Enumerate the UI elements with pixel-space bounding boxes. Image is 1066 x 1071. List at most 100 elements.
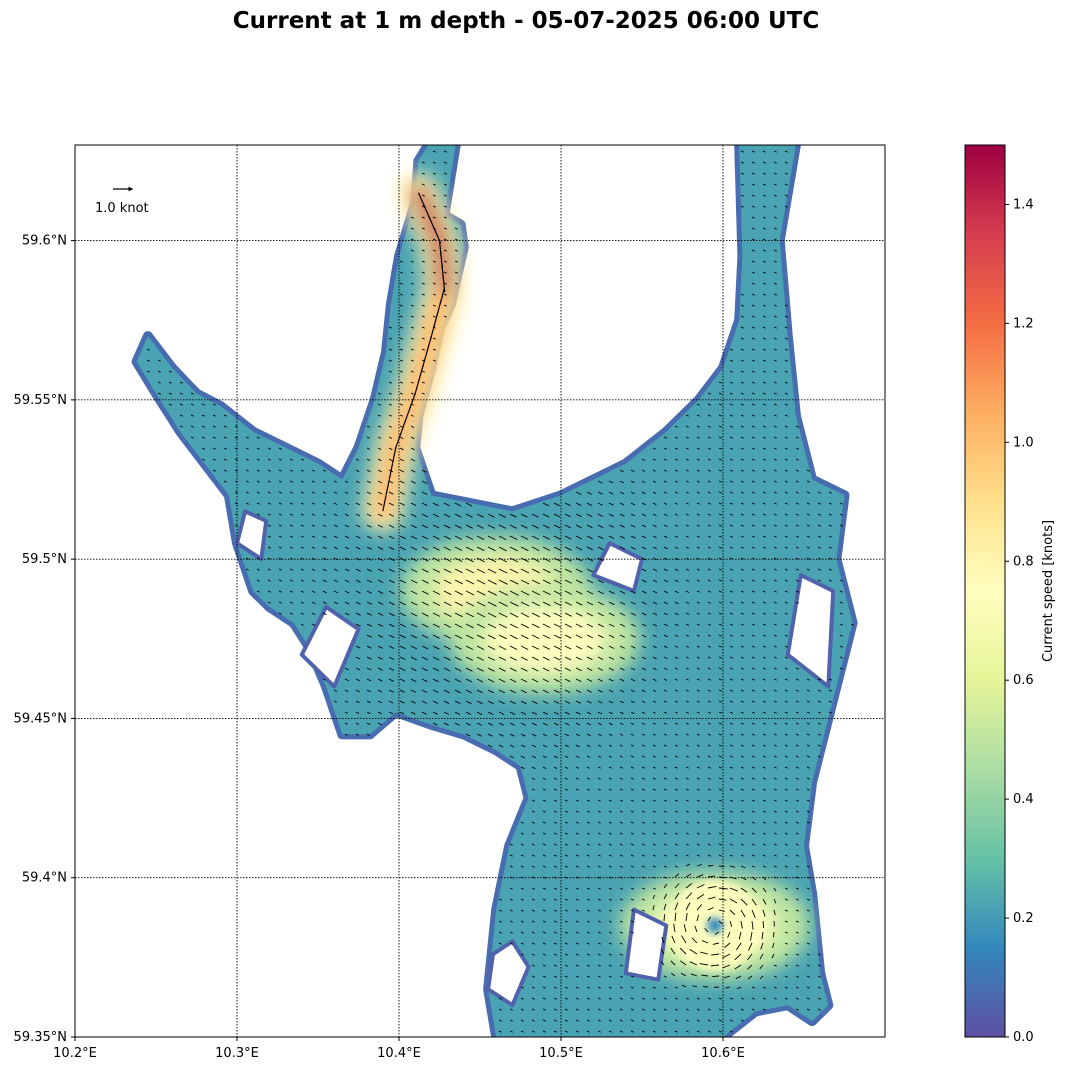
- current-arrow: [670, 960, 676, 966]
- current-arrow: [608, 623, 615, 628]
- current-arrow: [674, 766, 678, 769]
- current-arrow: [795, 447, 799, 450]
- current-arrow: [487, 656, 496, 661]
- current-arrow: [421, 645, 429, 650]
- current-arrow: [839, 513, 843, 516]
- current-arrow: [641, 1019, 645, 1022]
- current-arrow: [157, 359, 161, 362]
- current-arrow: [575, 711, 581, 715]
- current-arrow: [751, 447, 755, 450]
- current-arrow: [806, 546, 810, 549]
- colorbar-tick-label: 0.8: [1013, 554, 1034, 569]
- current-arrow: [740, 590, 744, 593]
- current-arrow: [740, 403, 744, 406]
- current-arrow: [839, 667, 843, 670]
- current-arrow: [586, 656, 593, 661]
- current-arrow: [718, 414, 722, 417]
- current-arrow: [344, 491, 349, 495]
- current-arrow: [762, 920, 765, 929]
- current-arrow: [685, 863, 691, 867]
- current-arrow: [586, 513, 593, 518]
- current-arrow: [652, 766, 656, 769]
- current-arrow: [201, 436, 205, 439]
- current-arrow: [421, 227, 425, 230]
- jet-arrow: [394, 433, 402, 450]
- current-arrow: [542, 898, 546, 901]
- current-arrow: [652, 678, 657, 682]
- current-arrow: [729, 799, 733, 802]
- current-arrow: [663, 513, 668, 517]
- current-arrow: [498, 557, 508, 563]
- current-arrow: [685, 535, 690, 538]
- current-arrow: [575, 810, 579, 813]
- current-arrow: [608, 700, 614, 704]
- current-arrow: [740, 722, 744, 725]
- current-arrow: [740, 601, 744, 604]
- current-arrow: [773, 964, 777, 967]
- current-arrow: [619, 678, 625, 682]
- current-arrow: [817, 535, 821, 538]
- current-arrow: [707, 854, 711, 857]
- current-arrow: [751, 821, 755, 824]
- current-arrow: [597, 766, 601, 769]
- current-arrow: [696, 524, 700, 527]
- current-arrow: [476, 568, 486, 574]
- current-arrow: [696, 744, 700, 747]
- current-arrow: [674, 777, 678, 780]
- current-arrow: [542, 579, 551, 585]
- current-arrow: [685, 612, 690, 615]
- current-arrow: [718, 535, 722, 538]
- current-arrow: [619, 887, 623, 890]
- current-arrow: [289, 601, 293, 604]
- current-arrow: [718, 568, 722, 571]
- current-arrow: [531, 689, 538, 694]
- current-arrow: [388, 656, 395, 660]
- current-arrow: [641, 656, 647, 660]
- current-arrow: [762, 678, 766, 681]
- current-arrow: [608, 964, 612, 967]
- current-arrow: [685, 546, 690, 549]
- current-arrow: [795, 821, 799, 824]
- current-arrow: [399, 326, 403, 329]
- current-arrow: [784, 326, 788, 329]
- current-arrow: [399, 634, 406, 639]
- current-arrow: [531, 667, 539, 672]
- current-arrow: [542, 667, 550, 672]
- current-arrow: [773, 689, 777, 692]
- current-arrow: [641, 568, 647, 572]
- current-arrow: [553, 535, 561, 540]
- current-arrow: [663, 821, 667, 824]
- current-arrow: [740, 612, 744, 615]
- current-arrow: [762, 799, 766, 802]
- current-arrow: [630, 887, 634, 890]
- current-arrow: [729, 535, 733, 538]
- current-arrow: [718, 1008, 722, 1011]
- current-arrow: [795, 931, 799, 934]
- current-arrow: [421, 491, 428, 495]
- current-arrow: [575, 524, 582, 529]
- current-arrow: [355, 678, 361, 682]
- current-arrow: [751, 700, 755, 703]
- current-arrow: [619, 1008, 623, 1011]
- current-arrow: [300, 502, 304, 505]
- current-arrow: [685, 568, 690, 571]
- current-arrow: [817, 733, 821, 736]
- current-arrow: [696, 777, 700, 780]
- current-arrow: [740, 491, 744, 494]
- current-arrow: [817, 513, 821, 516]
- current-arrow: [465, 513, 473, 518]
- current-arrow: [597, 491, 603, 495]
- current-arrow: [773, 656, 777, 659]
- current-arrow: [773, 260, 777, 263]
- current-arrow: [641, 821, 645, 824]
- current-arrow: [750, 931, 753, 941]
- current-arrow: [410, 667, 417, 672]
- current-arrow: [663, 914, 666, 922]
- current-arrow: [718, 392, 722, 395]
- current-arrow: [630, 700, 635, 704]
- current-arrow: [652, 865, 656, 868]
- current-arrow: [553, 821, 557, 824]
- current-arrow: [762, 392, 766, 395]
- current-arrow: [399, 348, 403, 351]
- current-arrow: [564, 843, 568, 846]
